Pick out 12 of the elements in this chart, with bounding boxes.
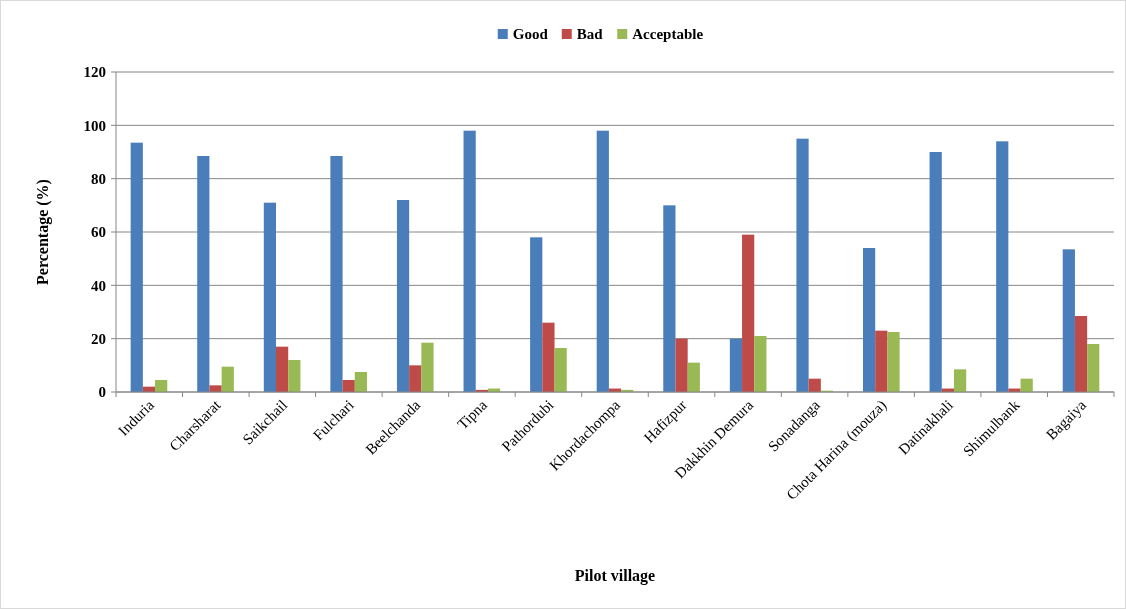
legend-label: Bad [576,26,604,43]
y-tick-label: 120 [83,64,106,81]
y-axis-title: Percentage (%) [34,179,52,285]
y-tick-label: 60 [91,224,106,241]
y-tick-label: 100 [83,117,106,134]
x-axis-title: Pilot village [574,567,656,585]
y-tick-label: 40 [91,277,106,294]
y-tick-label: 80 [91,170,106,187]
y-tick-label: 20 [91,330,106,347]
legend-label: Acceptable [632,26,704,43]
y-tick-label: 0 [98,384,106,401]
legend-label: Good [512,26,549,43]
